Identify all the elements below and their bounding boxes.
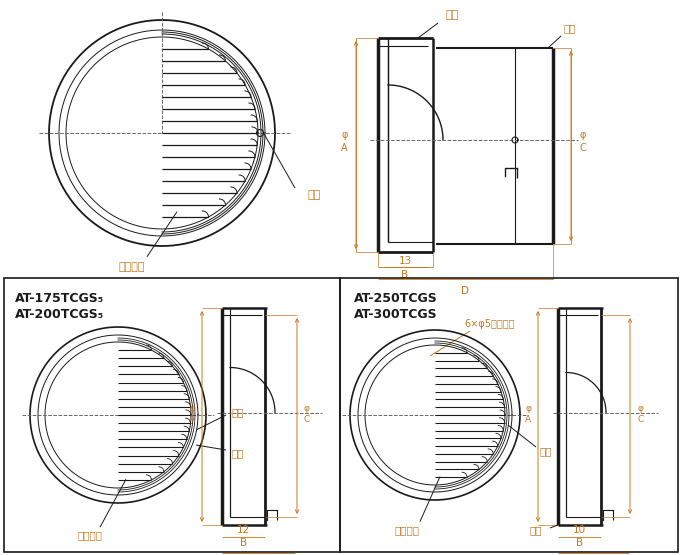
Text: ドレン穴: ドレン穴 [394, 526, 419, 536]
Text: ドレン穴: ドレン穴 [78, 530, 102, 540]
Text: ネジ: ネジ [446, 10, 459, 20]
Text: ネジ: ネジ [231, 448, 243, 458]
Text: AT-175TCGS₅: AT-175TCGS₅ [15, 292, 104, 305]
Text: ネジ: ネジ [308, 190, 321, 200]
Text: φ: φ [637, 404, 643, 413]
Text: A: A [342, 143, 348, 153]
Text: AT-250TCGS: AT-250TCGS [354, 292, 438, 305]
Text: D: D [462, 286, 469, 296]
Bar [340, 278, 678, 552]
Text: AT-200TCGS₅: AT-200TCGS₅ [15, 308, 104, 321]
Text: φ: φ [304, 404, 310, 413]
Text: ドレン穴: ドレン穴 [119, 262, 145, 272]
Text: B: B [402, 270, 409, 280]
Text: ネジ: ネジ [563, 23, 576, 33]
Text: φ: φ [342, 130, 348, 140]
Text: A: A [189, 415, 195, 424]
Text: 10: 10 [573, 525, 586, 535]
Text: A: A [525, 415, 531, 424]
Text: ネジ: ネジ [540, 446, 552, 456]
Text: C: C [304, 415, 310, 424]
Text: C: C [579, 143, 586, 153]
Text: φ: φ [579, 130, 586, 140]
Text: C: C [637, 415, 643, 424]
Text: ネジ: ネジ [231, 407, 243, 417]
Text: AT-300TCGS: AT-300TCGS [354, 308, 438, 321]
Text: B: B [576, 538, 583, 548]
Text: ネジ: ネジ [530, 525, 542, 535]
Text: φ: φ [525, 404, 531, 413]
Text: φ: φ [189, 404, 195, 413]
Text: 13: 13 [398, 256, 412, 266]
Text: B: B [240, 538, 247, 548]
Text: 6×φ5据付用穴: 6×φ5据付用穴 [464, 319, 515, 329]
Bar [4, 278, 340, 552]
Text: 12: 12 [237, 525, 250, 535]
